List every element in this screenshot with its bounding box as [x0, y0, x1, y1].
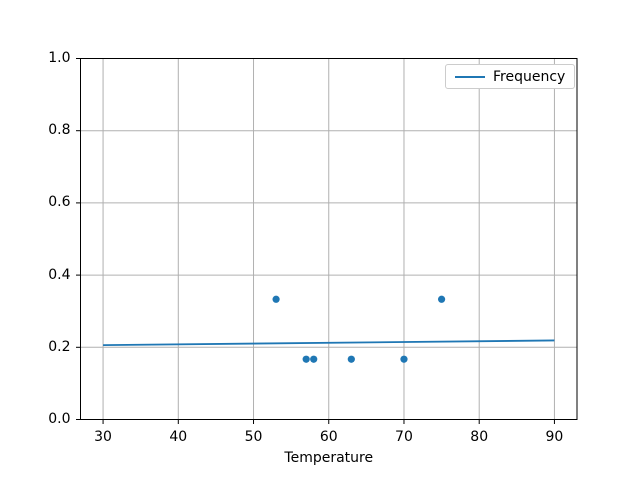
x-tick-label: 60: [319, 429, 338, 445]
legend: Frequency: [445, 64, 576, 89]
legend-label: Frequency: [493, 68, 566, 85]
y-tick-label: 0.0: [48, 411, 71, 427]
x-tick-label: 90: [545, 429, 564, 445]
scatter-point: [310, 355, 318, 363]
scatter-point: [347, 355, 355, 363]
frequency-line: [103, 339, 555, 347]
x-tick-label: 40: [169, 429, 188, 445]
y-tick-label: 0.8: [48, 122, 71, 139]
x-axis-label: Temperature: [284, 450, 374, 466]
x-tick-label: 30: [94, 429, 112, 445]
y-tick-label: 0.6: [48, 194, 71, 211]
x-tick-label: 70: [395, 429, 413, 445]
scatter-point: [400, 355, 408, 363]
scatter-point: [272, 295, 280, 303]
y-tick-label: 0.2: [48, 338, 71, 355]
x-tick-label: 80: [470, 429, 489, 445]
scatter-point: [302, 355, 310, 363]
legend-line-icon: [455, 75, 485, 78]
y-tick-label: 0.4: [48, 266, 71, 283]
scatter-point: [437, 295, 446, 303]
y-tick-label: 1.0: [48, 50, 71, 66]
x-tick-label: 50: [244, 429, 263, 445]
